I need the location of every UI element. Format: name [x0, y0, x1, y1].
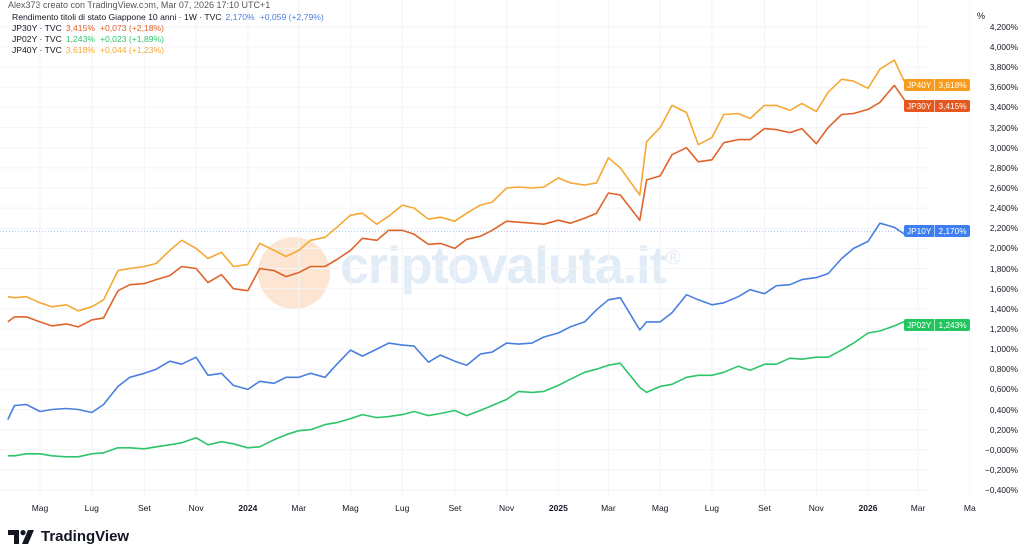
legend-name: Rendimento titoli di stato Giappone 10 a…: [12, 12, 222, 22]
x-tick-label: 2025: [548, 503, 568, 513]
watermark-text: criptovaluta.it: [340, 237, 667, 295]
x-tick-label: Mar: [910, 503, 926, 513]
x-tick-label: Mar: [601, 503, 616, 513]
legend-value: 2,170%: [225, 12, 255, 22]
y-tick-label: 0,200%: [989, 424, 1018, 435]
legend-value: 1,243%: [65, 34, 95, 44]
watermark-mark: ®: [665, 247, 681, 270]
legend-value: 3,415%: [65, 23, 95, 33]
legend-value: 3,618%: [65, 45, 95, 55]
y-axis-unit: %: [977, 11, 986, 21]
x-tick-label: Lug: [84, 503, 99, 513]
badge-value: 2,170%: [938, 226, 967, 237]
badge-value: 3,618%: [938, 80, 967, 91]
legend-name: JP02Y · TVC: [12, 34, 62, 44]
y-tick-label: −0,400%: [985, 485, 1018, 496]
x-tick-label: Lug: [395, 503, 410, 513]
y-tick-label: 4,200%: [989, 21, 1018, 32]
badge-symbol: JP10Y: [904, 225, 936, 238]
y-tick-label: 1,800%: [989, 263, 1018, 274]
tradingview-logo[interactable]: TradingView: [8, 528, 129, 545]
y-tick-label: 2,400%: [989, 203, 1018, 214]
x-tick-label: Set: [758, 503, 771, 513]
y-tick-label: 2,200%: [989, 223, 1018, 234]
badge-symbol: JP30Y: [904, 99, 936, 112]
legend-row-jp02y[interactable]: JP02Y · TVC 1,243% +0,023 (+1,89%): [12, 34, 324, 45]
series-line-jp10y: [7, 222, 923, 420]
x-tick-label: Mag: [651, 503, 669, 513]
y-tick-label: 3,600%: [989, 82, 1018, 93]
legend-name: JP30Y · TVC: [12, 23, 62, 33]
price-badge-jp40y: JP40Y 3,618%: [904, 79, 970, 92]
y-tick-label: −0,000%: [985, 444, 1018, 455]
x-tick-label: Mar: [291, 503, 307, 513]
price-badge-jp02y: JP02Y 1,243%: [904, 318, 970, 331]
series-line-jp40y: [7, 59, 923, 312]
y-tick-label: −0,200%: [985, 464, 1018, 475]
watermark: criptovaluta.it®: [340, 236, 681, 296]
x-tick-label: Lug: [704, 503, 719, 513]
tradingview-logo-icon: [8, 529, 34, 544]
y-tick-label: 1,200%: [989, 323, 1018, 334]
badge-symbol: JP40Y: [904, 79, 936, 92]
y-tick-label: 4,000%: [989, 42, 1018, 52]
legend-row-jp30y[interactable]: JP30Y · TVC 3,415% +0,073 (+2,18%): [12, 23, 324, 34]
x-tick-label: Set: [448, 503, 462, 513]
series-line-jp02y: [7, 320, 923, 458]
badge-value: 1,243%: [938, 319, 967, 330]
x-tick-label: Nov: [188, 503, 204, 513]
legend-row-jp40y[interactable]: JP40Y · TVC 3,618% +0,044 (+1,23%): [12, 45, 324, 56]
x-tick-label: Nov: [499, 503, 515, 513]
series-line-jp30y: [7, 84, 923, 328]
y-tick-label: 3,000%: [989, 142, 1018, 153]
y-tick-label: 2,800%: [989, 162, 1018, 173]
badge-symbol: JP02Y: [904, 318, 936, 331]
y-tick-label: 3,800%: [989, 62, 1018, 73]
x-tick-label: 2024: [238, 503, 258, 513]
badge-value: 3,415%: [938, 100, 967, 111]
y-tick-label: 0,800%: [989, 364, 1018, 375]
x-tick-label: Ma: [963, 503, 976, 513]
legend-change: +0,023 (+1,89%): [100, 34, 165, 44]
x-tick-label: Set: [137, 503, 151, 513]
price-badge-jp10y: JP10Y 2,170%: [904, 225, 970, 238]
legend-row-jp10y[interactable]: Rendimento titoli di stato Giappone 10 a…: [12, 12, 324, 23]
attribution-text: Alex373 creato con TradingView.com, Mar …: [8, 0, 271, 10]
y-tick-label: 3,400%: [989, 102, 1018, 113]
y-tick-label: 2,600%: [989, 182, 1018, 193]
legend-change: +0,059 (+2,79%): [259, 12, 324, 22]
y-tick-label: 0,600%: [989, 384, 1018, 395]
y-tick-label: 2,000%: [989, 243, 1018, 254]
legend-name: JP40Y · TVC: [12, 45, 62, 55]
y-tick-label: 1,600%: [989, 283, 1018, 294]
y-tick-label: 1,400%: [989, 303, 1018, 314]
x-tick-label: Mag: [31, 503, 49, 513]
x-tick-label: 2026: [858, 503, 878, 513]
x-tick-label: Nov: [808, 503, 824, 513]
tradingview-wordmark: TradingView: [41, 528, 130, 545]
x-tick-label: Mag: [342, 503, 359, 513]
y-tick-label: 3,200%: [989, 122, 1018, 133]
y-tick-label: 0,400%: [989, 404, 1018, 415]
price-badge-jp30y: JP30Y 3,415%: [904, 99, 970, 112]
legend-change: +0,044 (+1,23%): [100, 45, 165, 55]
y-tick-label: 1,000%: [989, 344, 1018, 355]
legend-change: +0,073 (+2,18%): [100, 23, 165, 33]
legend: Rendimento titoli di stato Giappone 10 a…: [12, 12, 324, 56]
